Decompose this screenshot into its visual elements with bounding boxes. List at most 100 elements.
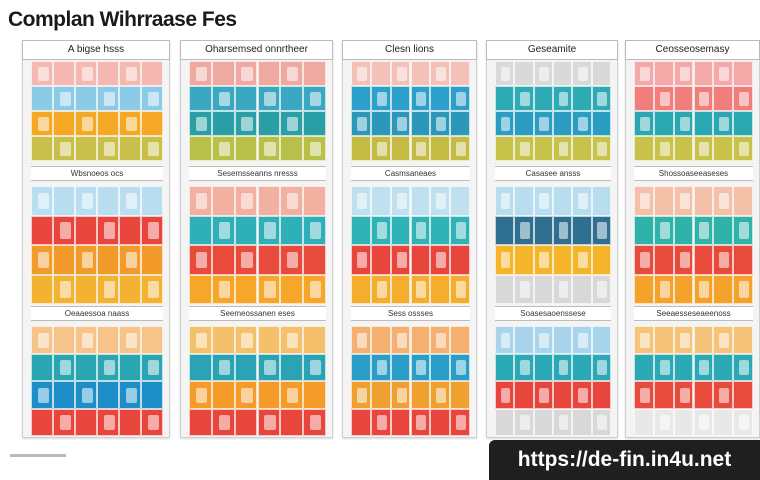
grid-cell <box>572 326 592 354</box>
column-panel: Oharsemsed onnrtheer Sesemsseanns nresss S… <box>180 40 333 438</box>
cell-icon <box>125 332 137 348</box>
cell-icon <box>103 360 115 376</box>
cell-icon <box>356 332 367 348</box>
grid-cell <box>713 186 734 216</box>
grid-cell <box>97 326 119 354</box>
cell-icon <box>195 332 208 348</box>
cell-icon <box>37 251 49 269</box>
grid-cell <box>53 136 75 161</box>
cell-icon <box>309 281 322 298</box>
grid-cell <box>189 136 212 161</box>
grid-cell <box>450 381 470 409</box>
grid-cell <box>450 245 470 275</box>
cell-icon <box>376 415 387 431</box>
grid-cell <box>119 86 141 111</box>
grid-cell <box>553 136 573 161</box>
cell-icon <box>125 387 137 403</box>
cell-icon <box>59 142 71 156</box>
cell-icon <box>81 67 93 81</box>
cell-icon <box>520 92 530 106</box>
grid-cell <box>733 381 753 409</box>
grid-cell <box>53 186 75 216</box>
cell-icon <box>195 117 208 131</box>
cell-icon <box>659 281 670 298</box>
grid-cell <box>450 353 470 381</box>
grid-cell <box>53 353 75 381</box>
grid-cell <box>693 136 714 161</box>
grid-cell <box>495 86 515 111</box>
grid-cell <box>280 245 304 275</box>
cell-icon <box>287 332 299 348</box>
cell-icon <box>739 222 750 239</box>
grid-cell <box>733 353 753 381</box>
grid-cell <box>693 381 714 409</box>
grid-cell <box>634 381 654 409</box>
cell-icon <box>719 67 730 81</box>
grid-cell <box>533 215 553 245</box>
grid-cell <box>370 111 391 136</box>
cell-icon <box>264 281 276 298</box>
grid-cell <box>141 245 163 275</box>
cell-icon <box>264 222 276 239</box>
section-header: Casmsaneaes <box>351 166 470 181</box>
grid-cell <box>634 326 654 354</box>
grid-cell <box>257 215 281 245</box>
grid-cell <box>234 111 258 136</box>
cell-icon <box>520 415 530 431</box>
cell-icon <box>241 117 253 131</box>
grid-cell <box>31 274 53 304</box>
grid-cell <box>553 353 573 381</box>
grid-cell <box>653 353 674 381</box>
grid-cell <box>495 381 515 409</box>
grid-cell <box>591 186 611 216</box>
grid-cell <box>141 111 163 136</box>
grid-cell <box>119 136 141 161</box>
grid-cell <box>303 408 326 436</box>
grid-cell <box>713 381 734 409</box>
cell-icon <box>59 281 71 298</box>
grid-cell <box>370 245 391 275</box>
cell-icon <box>195 67 208 81</box>
grid-cell <box>31 186 53 216</box>
grid-cell <box>141 61 163 86</box>
grid-cell <box>410 136 431 161</box>
cell-icon <box>699 222 710 239</box>
cell-icon <box>739 92 750 106</box>
grid-cell <box>97 186 119 216</box>
grid-cell <box>351 111 371 136</box>
cell-icon <box>103 222 115 239</box>
grid-cell <box>303 381 326 409</box>
grid-cell <box>390 111 411 136</box>
grid-cell <box>119 274 141 304</box>
grid-cell <box>495 353 515 381</box>
grid-cell <box>189 111 212 136</box>
cell-icon <box>539 387 550 403</box>
cell-icon <box>659 415 670 431</box>
section-header: Sess ossses <box>351 306 470 321</box>
column-header: Geseamite <box>486 40 618 60</box>
cell-icon <box>456 92 467 106</box>
grid-cell <box>430 136 451 161</box>
grid-cell <box>189 86 212 111</box>
grid-cell <box>53 245 75 275</box>
grid-cell <box>390 245 411 275</box>
grid-cell <box>351 353 371 381</box>
grid-cell <box>410 274 431 304</box>
grid-cell <box>533 136 553 161</box>
grid-cell <box>733 111 753 136</box>
grid-cell <box>410 326 431 354</box>
cell-icon <box>218 281 230 298</box>
grid-cell <box>31 353 53 381</box>
grid-cell <box>653 86 674 111</box>
grid-cell <box>430 326 451 354</box>
grid-cell <box>31 381 53 409</box>
cell-icon <box>558 92 569 106</box>
grid-cell <box>351 274 371 304</box>
grid-cell <box>673 274 694 304</box>
cell-icon <box>456 415 467 431</box>
cell-icon <box>558 222 569 239</box>
grid-cell <box>713 408 734 436</box>
grid-cell <box>31 86 53 111</box>
grid-cell <box>533 274 553 304</box>
